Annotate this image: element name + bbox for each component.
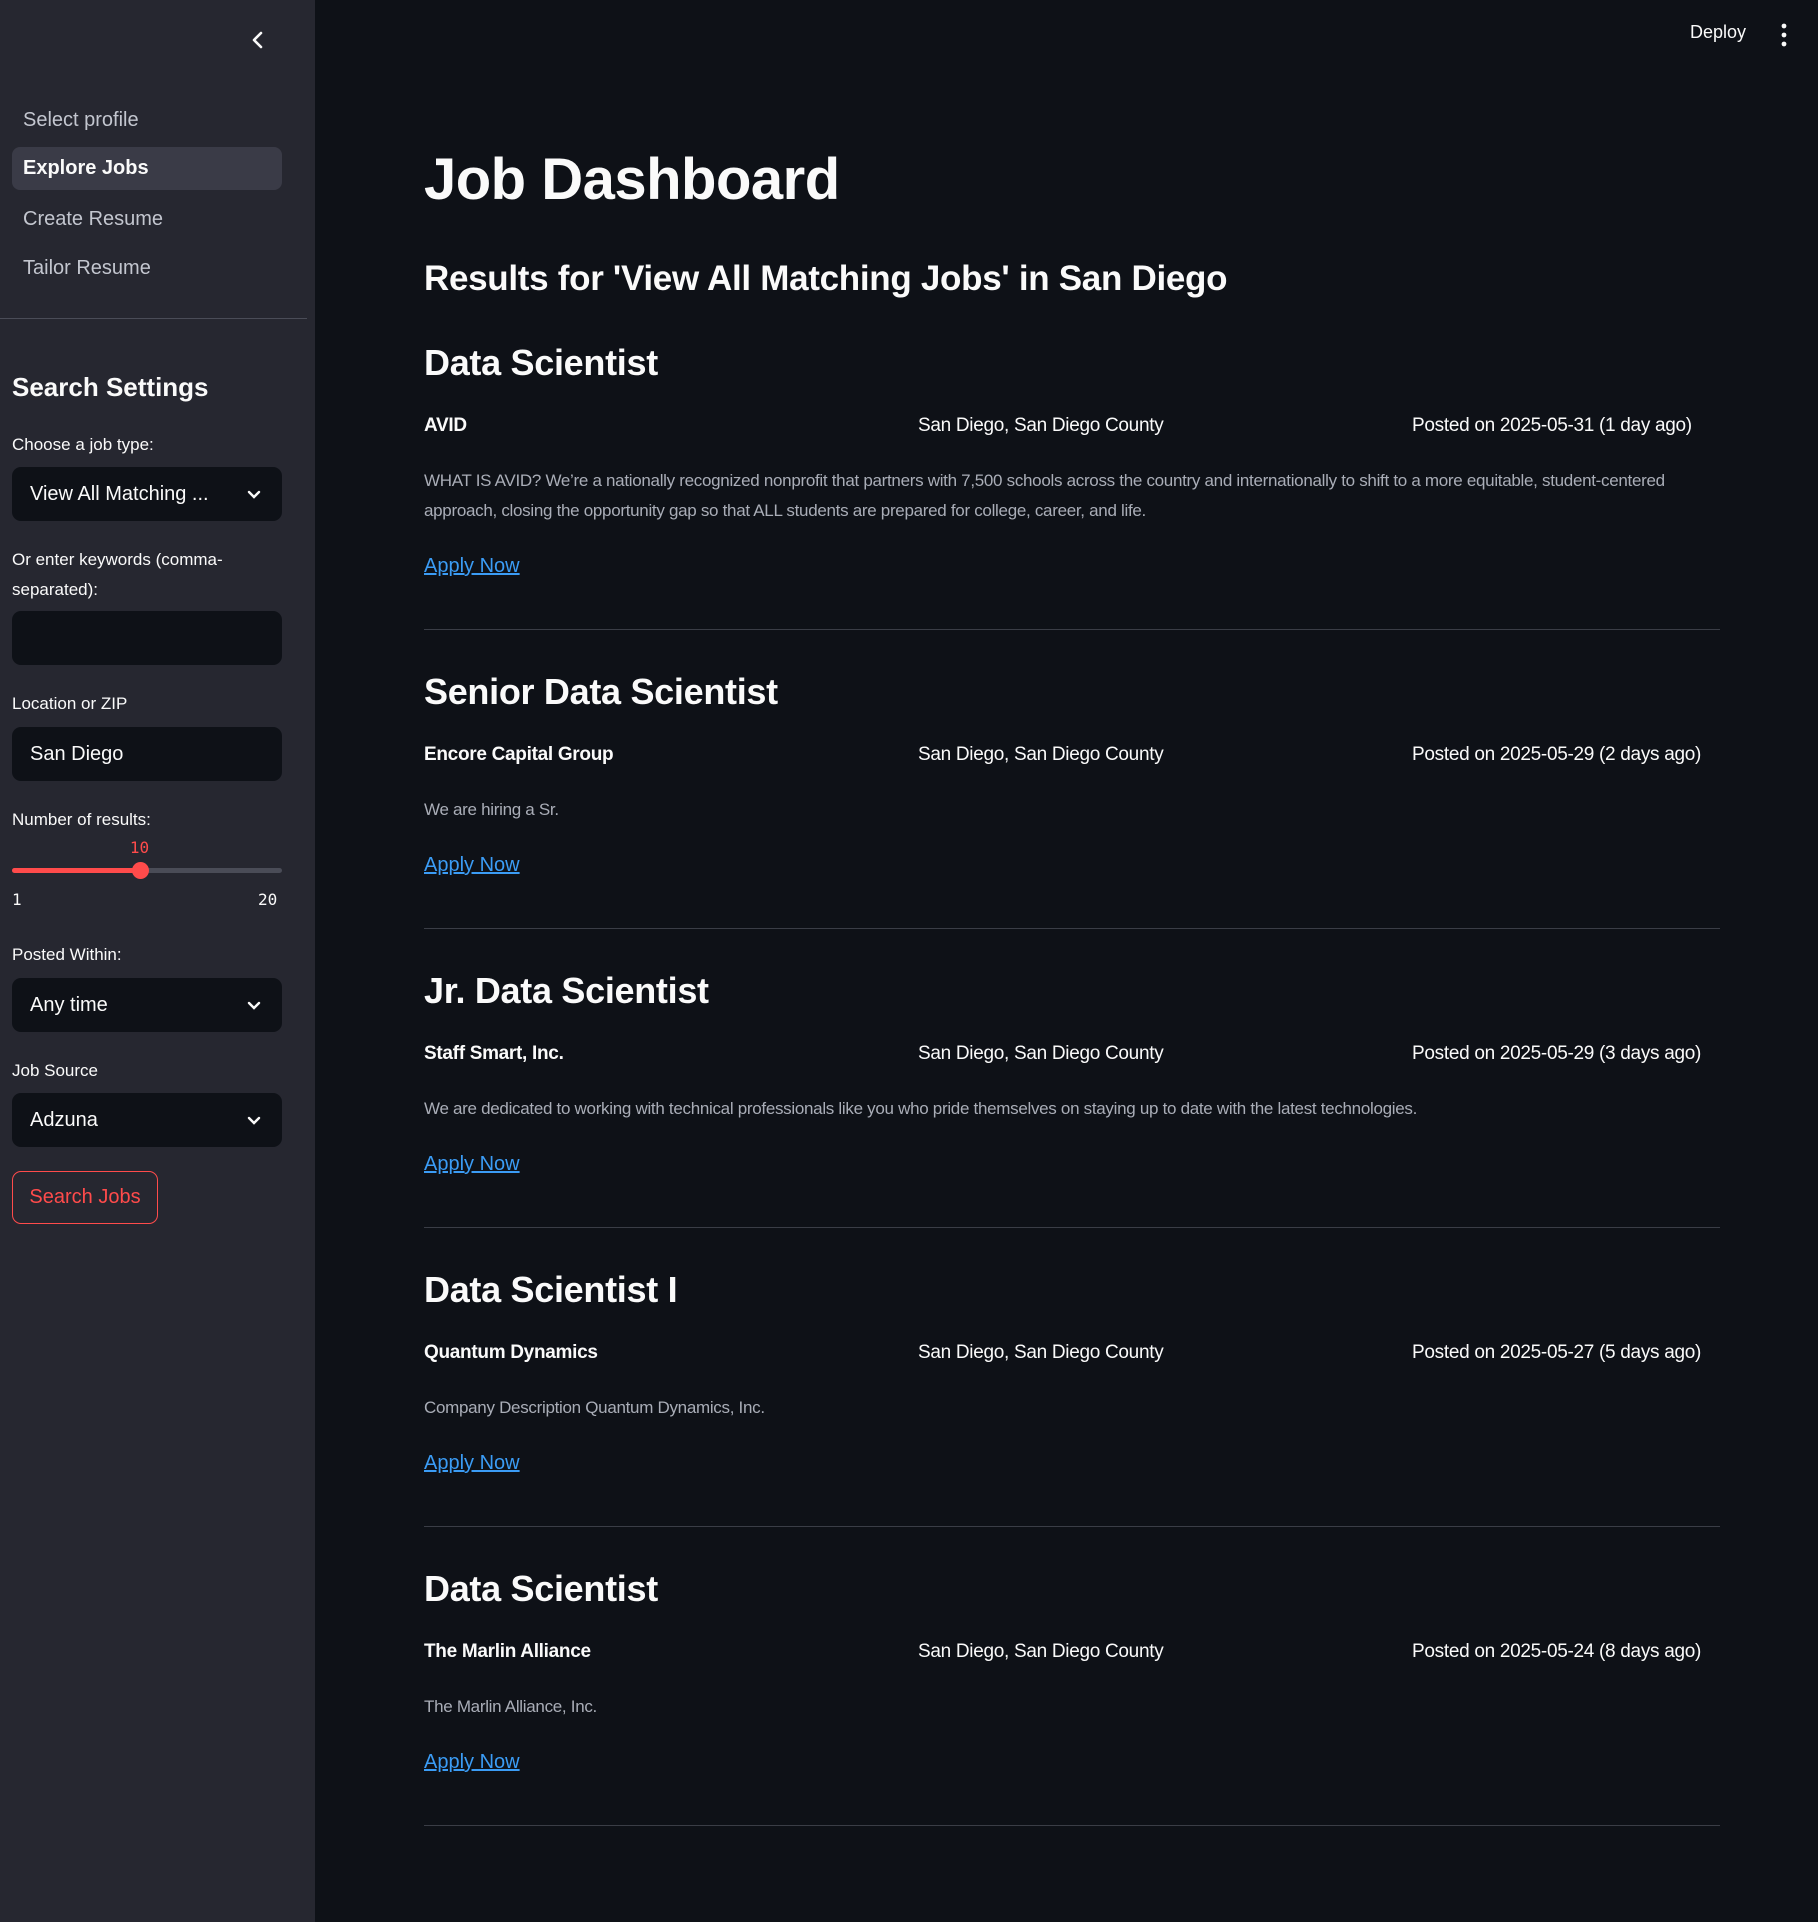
- page-title: Job Dashboard: [424, 147, 840, 212]
- deploy-button[interactable]: Deploy: [1690, 22, 1747, 42]
- posted-within-select[interactable]: Any time: [12, 978, 282, 1032]
- job-meta: The Marlin Alliance San Diego, San Diego…: [424, 1634, 1720, 1669]
- apply-now-link[interactable]: Apply Now: [424, 1751, 520, 1773]
- job-company: AVID: [424, 415, 467, 436]
- chevron-down-icon: [247, 1001, 261, 1010]
- job-posted-date: Posted on 2025-05-27 (5 days ago): [1412, 1342, 1702, 1363]
- job-type-label: Choose a job type:: [12, 435, 154, 454]
- job-posted-date: Posted on 2025-05-29 (2 days ago): [1412, 744, 1702, 765]
- apply-now-link[interactable]: Apply Now: [424, 555, 520, 577]
- job-location: San Diego, San Diego County: [918, 1641, 1164, 1662]
- apply-now-link[interactable]: Apply Now: [424, 1153, 520, 1175]
- search-settings-heading: Search Settings: [12, 372, 209, 402]
- location-label: Location or ZIP: [12, 694, 128, 713]
- sidebar: Select profile Explore Jobs Create Resum…: [0, 0, 315, 1922]
- job-posted-date: Posted on 2025-05-24 (8 days ago): [1412, 1641, 1702, 1662]
- results-slider-max: 20: [258, 890, 278, 909]
- chevron-down-icon: [247, 1116, 261, 1125]
- job-list: Data Scientist AVID San Diego, San Diego…: [424, 338, 1720, 1863]
- chevron-left-icon: [252, 31, 263, 49]
- nav-item-explore-jobs[interactable]: Explore Jobs: [12, 147, 282, 190]
- job-meta: Quantum Dynamics San Diego, San Diego Co…: [424, 1335, 1720, 1370]
- job-card: Senior Data Scientist Encore Capital Gro…: [424, 667, 1720, 929]
- job-location: San Diego, San Diego County: [918, 1342, 1164, 1363]
- search-jobs-button[interactable]: Search Jobs: [12, 1171, 158, 1224]
- job-meta: Staff Smart, Inc. San Diego, San Diego C…: [424, 1036, 1720, 1071]
- job-type-select[interactable]: View All Matching ...: [12, 467, 282, 521]
- chevron-down-icon: [247, 490, 261, 499]
- job-divider: [424, 1526, 1720, 1527]
- job-divider: [424, 1227, 1720, 1228]
- results-slider-min: 1: [12, 890, 22, 909]
- job-type-value: View All Matching ...: [30, 483, 209, 505]
- more-menu-icon[interactable]: [1776, 22, 1792, 48]
- results-label: Number of results:: [12, 810, 151, 829]
- job-source-value: Adzuna: [30, 1109, 98, 1131]
- job-description: WHAT IS AVID? We’re a nationally recogni…: [424, 471, 1665, 520]
- job-posted-date: Posted on 2025-05-31 (1 day ago): [1412, 415, 1692, 436]
- results-slider-fill: [12, 868, 140, 873]
- job-card: Data Scientist The Marlin Alliance San D…: [424, 1564, 1720, 1826]
- apply-now-link[interactable]: Apply Now: [424, 854, 520, 876]
- job-divider: [424, 928, 1720, 929]
- results-slider-thumb[interactable]: [131, 862, 149, 879]
- job-card: Jr. Data Scientist Staff Smart, Inc. San…: [424, 966, 1720, 1228]
- job-company: Staff Smart, Inc.: [424, 1043, 564, 1064]
- results-slider-value: 10: [129, 838, 150, 857]
- job-card: Data Scientist I Quantum Dynamics San Di…: [424, 1265, 1720, 1527]
- posted-within-label: Posted Within:: [12, 945, 122, 964]
- collapse-sidebar-button[interactable]: [246, 26, 270, 54]
- results-slider[interactable]: [12, 862, 282, 879]
- job-source-label: Job Source: [12, 1061, 98, 1080]
- job-company: Quantum Dynamics: [424, 1342, 598, 1363]
- apply-now-link[interactable]: Apply Now: [424, 1452, 520, 1474]
- location-input[interactable]: San Diego: [12, 727, 282, 781]
- nav-item-create-resume[interactable]: Create Resume: [23, 208, 164, 230]
- results-subtitle: Results for 'View All Matching Jobs' in …: [424, 259, 1228, 298]
- job-card: Data Scientist AVID San Diego, San Diego…: [424, 338, 1720, 630]
- job-location: San Diego, San Diego County: [918, 744, 1164, 765]
- job-title: Data Scientist: [424, 1568, 658, 1609]
- job-description: We are hiring a Sr.: [424, 800, 559, 819]
- job-title: Senior Data Scientist: [424, 671, 778, 712]
- sidebar-divider: [0, 318, 307, 319]
- job-meta: Encore Capital Group San Diego, San Dieg…: [424, 737, 1720, 772]
- job-company: The Marlin Alliance: [424, 1641, 591, 1662]
- job-divider: [424, 1825, 1720, 1826]
- nav-item-tailor-resume[interactable]: Tailor Resume: [23, 257, 151, 279]
- job-title: Data Scientist I: [424, 1269, 678, 1310]
- job-title: Data Scientist: [424, 342, 658, 383]
- keywords-input[interactable]: [12, 611, 282, 665]
- posted-within-value: Any time: [30, 994, 108, 1016]
- job-posted-date: Posted on 2025-05-29 (3 days ago): [1412, 1043, 1702, 1064]
- job-description: The Marlin Alliance, Inc.: [424, 1697, 597, 1716]
- job-meta: AVID San Diego, San Diego County Posted …: [424, 408, 1720, 443]
- job-company: Encore Capital Group: [424, 744, 614, 765]
- job-description: Company Description Quantum Dynamics, In…: [424, 1398, 765, 1417]
- keywords-label: Or enter keywords (comma-separated):: [12, 550, 223, 599]
- nav-item-select-profile[interactable]: Select profile: [23, 109, 139, 131]
- job-location: San Diego, San Diego County: [918, 1043, 1164, 1064]
- job-divider: [424, 629, 1720, 630]
- job-location: San Diego, San Diego County: [918, 415, 1164, 436]
- job-description: We are dedicated to working with technic…: [424, 1099, 1418, 1118]
- job-source-select[interactable]: Adzuna: [12, 1093, 282, 1147]
- job-title: Jr. Data Scientist: [424, 970, 709, 1011]
